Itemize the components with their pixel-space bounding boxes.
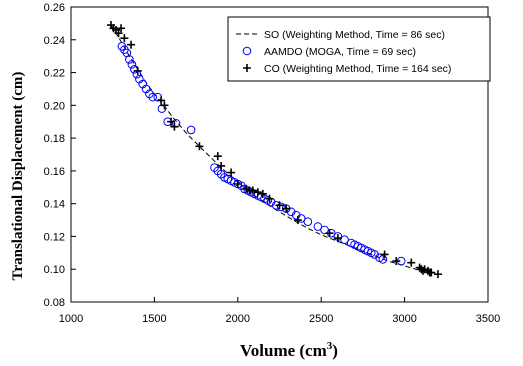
co-point bbox=[114, 29, 123, 38]
x-tick-label: 3000 bbox=[392, 313, 416, 325]
legend-entry-co: CO (Weighting Method, Time = 164 sec) bbox=[243, 63, 451, 75]
co-point bbox=[392, 257, 401, 266]
y-axis-title: Translational Displacement (cm) bbox=[10, 72, 26, 281]
aamdo-point bbox=[125, 55, 134, 64]
y-axis: 0.08 0.10 0.12 0.14 0.16 0.18 0.20 0.22 0.24 0.26 bbox=[44, 2, 76, 309]
co-point bbox=[258, 189, 267, 198]
legend-box bbox=[227, 16, 491, 82]
legend-marker-co bbox=[243, 64, 251, 72]
co-point bbox=[293, 216, 302, 225]
x-axis-title-close: ) bbox=[332, 341, 338, 360]
co-point bbox=[157, 96, 166, 105]
y-tick-label: 0.10 bbox=[44, 264, 65, 276]
x-tick-label: 3500 bbox=[476, 313, 500, 325]
co-point bbox=[265, 194, 274, 203]
legend-label-so: SO (Weighting Method, Time = 86 sec) bbox=[264, 29, 445, 41]
legend-label-aamdo: AAMDO (MOGA, Time = 69 sec) bbox=[264, 46, 416, 58]
y-tick-label: 0.12 bbox=[44, 231, 65, 243]
co-point bbox=[407, 258, 416, 267]
legend-marker-aamdo bbox=[242, 46, 252, 56]
co-point bbox=[213, 152, 222, 161]
plot-area bbox=[70, 6, 489, 303]
aamdo-point bbox=[303, 217, 313, 226]
plot-frame bbox=[70, 6, 489, 303]
aamdo-point bbox=[186, 125, 196, 135]
y-tick-label: 0.14 bbox=[44, 199, 65, 211]
x-axis: 1000 1500 2000 2500 3000 3500 bbox=[59, 297, 500, 325]
co-point bbox=[275, 201, 284, 210]
aamdo-point bbox=[320, 225, 329, 235]
co-point bbox=[217, 161, 226, 170]
x-tick-label: 1000 bbox=[59, 313, 83, 325]
co-point bbox=[227, 168, 236, 177]
co-point bbox=[160, 101, 169, 110]
x-axis-title-main: Volume (cm bbox=[240, 341, 327, 360]
co-point bbox=[117, 24, 126, 33]
y-tick-label: 0.20 bbox=[44, 100, 65, 112]
co-point bbox=[127, 40, 136, 49]
co-point bbox=[282, 204, 291, 213]
co-point bbox=[253, 188, 262, 197]
co-point bbox=[427, 268, 436, 277]
co-point bbox=[133, 66, 142, 75]
co-point bbox=[167, 117, 176, 126]
y-tick-label: 0.08 bbox=[44, 297, 65, 309]
y-tick-label: 0.24 bbox=[44, 35, 65, 47]
y-tick-label: 0.26 bbox=[44, 2, 65, 14]
x-tick-label: 2000 bbox=[226, 313, 250, 325]
co-point bbox=[233, 180, 242, 188]
co-point bbox=[248, 186, 257, 195]
y-tick-label: 0.16 bbox=[44, 166, 65, 178]
legend: SO (Weighting Method, Time = 86 sec) AAM… bbox=[227, 16, 491, 82]
aamdo-point bbox=[148, 92, 158, 102]
x-tick-label: 2500 bbox=[309, 313, 333, 325]
x-axis-title-superscript: 3 bbox=[327, 340, 333, 352]
aamdo-point bbox=[340, 235, 349, 245]
series-co bbox=[107, 21, 442, 279]
legend-entry-so: SO (Weighting Method, Time = 86 sec) bbox=[236, 29, 445, 41]
legend-entry-aamdo: AAMDO (MOGA, Time = 69 sec) bbox=[242, 46, 416, 58]
x-axis-title: Volume (cm3) bbox=[240, 340, 338, 360]
co-point bbox=[380, 250, 389, 259]
aamdo-point bbox=[378, 255, 388, 264]
legend-label-co: CO (Weighting Method, Time = 164 sec) bbox=[264, 63, 451, 75]
co-point bbox=[120, 34, 129, 43]
x-tick-label: 1500 bbox=[142, 313, 166, 325]
co-point bbox=[325, 229, 334, 238]
co-point bbox=[433, 270, 442, 279]
y-tick-label: 0.18 bbox=[44, 133, 65, 145]
co-point bbox=[195, 142, 204, 151]
y-tick-label: 0.22 bbox=[44, 68, 65, 80]
aamdo-point bbox=[276, 202, 286, 212]
co-point bbox=[333, 234, 342, 243]
aamdo-point bbox=[313, 222, 323, 231]
aamdo-point bbox=[127, 60, 137, 69]
co-point bbox=[170, 122, 179, 131]
